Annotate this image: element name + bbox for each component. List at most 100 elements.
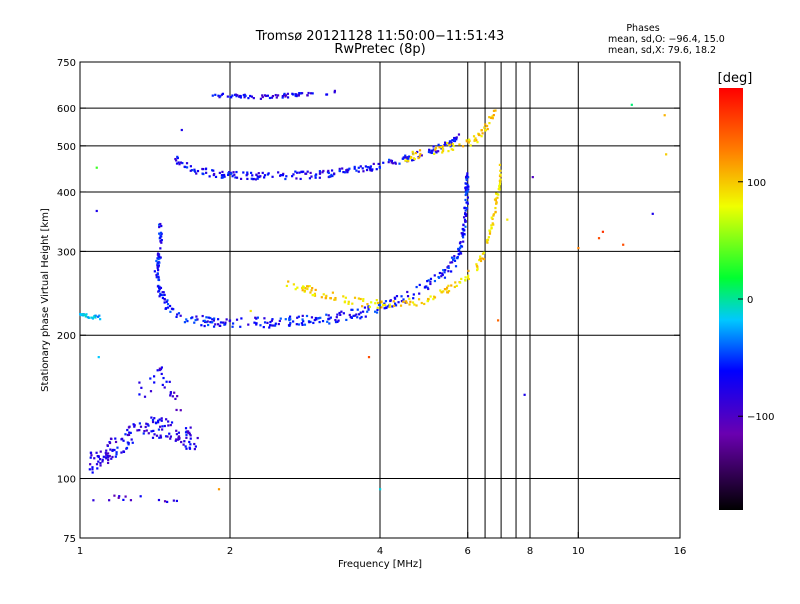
data-point: [155, 422, 158, 425]
data-point: [321, 171, 324, 174]
data-point: [441, 147, 445, 151]
data-point: [334, 318, 337, 322]
data-point: [325, 93, 329, 96]
data-point: [221, 174, 224, 177]
data-point: [347, 300, 350, 303]
data-point: [318, 320, 321, 324]
data-point: [306, 94, 309, 97]
data-point: [149, 390, 153, 393]
data-point: [165, 300, 168, 303]
data-point: [427, 287, 430, 291]
data-point: [314, 176, 317, 179]
data-point: [450, 284, 453, 287]
data-point: [456, 256, 459, 259]
data-point: [459, 281, 462, 284]
data-point: [317, 317, 320, 320]
data-point: [315, 318, 318, 321]
data-point: [155, 259, 158, 263]
data-point: [212, 169, 215, 172]
data-point: [152, 429, 155, 432]
data-point: [597, 237, 601, 240]
data-point: [329, 297, 333, 300]
data-point: [133, 425, 136, 428]
data-point: [251, 174, 254, 177]
data-point: [433, 152, 436, 156]
data-point: [172, 499, 175, 502]
data-point: [462, 223, 465, 227]
data-point: [226, 95, 229, 98]
data-point: [328, 322, 331, 325]
data-point: [394, 162, 397, 165]
data-point: [125, 446, 129, 450]
data-point: [377, 303, 381, 306]
data-point: [158, 261, 161, 264]
data-point: [405, 156, 408, 159]
data-point: [247, 323, 250, 326]
data-point: [254, 316, 257, 319]
data-point: [344, 296, 347, 299]
data-point: [91, 468, 94, 471]
data-point: [465, 213, 468, 216]
data-point: [233, 173, 236, 176]
data-point: [418, 292, 421, 295]
data-point: [255, 173, 258, 176]
data-point: [450, 148, 453, 151]
data-point: [209, 316, 212, 320]
data-point: [497, 193, 500, 196]
data-point: [367, 308, 370, 311]
data-point: [84, 315, 87, 318]
data-point: [267, 172, 270, 175]
data-point: [174, 439, 177, 442]
data-point: [457, 249, 460, 253]
data-point: [630, 103, 633, 106]
data-point: [461, 232, 465, 235]
data-point: [107, 456, 110, 459]
x-tick-label: 8: [527, 546, 533, 557]
data-point: [263, 176, 266, 179]
data-point: [173, 391, 176, 394]
data-point: [468, 138, 471, 141]
data-point: [169, 391, 172, 394]
data-point: [156, 261, 160, 264]
data-point: [292, 283, 295, 286]
data-point: [296, 171, 299, 174]
data-point: [447, 284, 450, 287]
data-point: [160, 239, 163, 242]
data-point: [177, 431, 181, 434]
data-point: [178, 163, 181, 166]
data-point: [299, 92, 302, 95]
data-point: [297, 315, 300, 318]
data-point: [249, 309, 252, 313]
data-point: [106, 444, 109, 447]
data-point: [268, 326, 271, 329]
data-point: [155, 273, 158, 277]
data-point: [99, 450, 102, 453]
data-point: [488, 232, 492, 235]
data-point: [151, 418, 155, 422]
data-point: [88, 468, 91, 471]
data-point: [312, 321, 315, 325]
data-point: [481, 132, 484, 135]
data-point: [412, 293, 415, 296]
data-point: [266, 94, 270, 97]
data-point: [96, 467, 99, 470]
data-point: [327, 171, 330, 175]
data-point: [143, 395, 147, 398]
data-point: [455, 138, 458, 141]
data-point: [362, 299, 365, 302]
data-point: [409, 157, 412, 160]
data-point: [491, 117, 494, 120]
data-point: [300, 170, 303, 173]
data-point: [163, 298, 166, 301]
data-point: [440, 275, 443, 278]
data-point: [461, 236, 465, 239]
data-point: [114, 455, 117, 458]
data-point: [99, 464, 102, 467]
data-point: [203, 320, 207, 324]
data-point: [207, 323, 210, 327]
data-point: [298, 171, 301, 174]
data-point: [121, 437, 124, 440]
data-point: [380, 306, 383, 309]
data-point: [485, 124, 488, 128]
data-point: [108, 499, 111, 502]
